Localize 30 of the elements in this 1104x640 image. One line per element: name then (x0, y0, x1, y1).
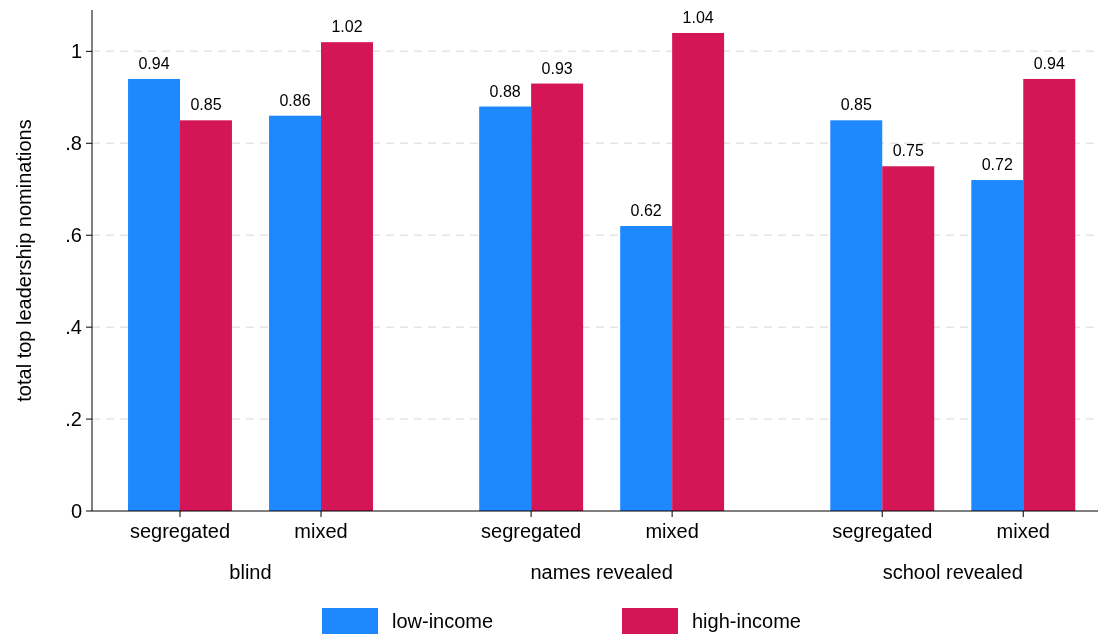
data-label: 1.04 (682, 8, 714, 26)
data-label: 0.85 (840, 96, 872, 114)
y-tick-label: .4 (65, 316, 82, 339)
data-label: 0.85 (190, 96, 222, 114)
data-label: 0.86 (279, 91, 311, 109)
text: names revealed (530, 561, 673, 583)
text: school revealed (882, 561, 1023, 583)
x-tick-label: segregated (832, 520, 933, 542)
x-tick-label: mixed (996, 520, 1050, 542)
legend-label: low-income (392, 610, 494, 632)
legend-label: high-income (692, 610, 801, 632)
x-tick-label: mixed (294, 520, 348, 542)
x-tick-label: segregated (481, 520, 582, 542)
y-tick-label: .6 (65, 224, 82, 247)
data-label: 0.62 (630, 202, 662, 220)
data-label: 0.72 (981, 156, 1013, 174)
data-label: 0.94 (1033, 54, 1065, 72)
y-axis-title: total top leadership nominations (13, 119, 35, 402)
y-tick-label: 1 (70, 40, 82, 63)
data-label: 0.94 (138, 54, 170, 72)
y-tick-label: .2 (65, 408, 82, 431)
y-tick-label: 0 (70, 500, 82, 522)
data-label: 0.93 (541, 59, 573, 77)
data-label: 0.75 (892, 142, 924, 160)
data-label: 0.88 (489, 82, 521, 100)
data-label: 1.02 (331, 18, 363, 36)
x-tick-label: mixed (645, 520, 699, 542)
y-tick-label: .8 (65, 132, 82, 155)
text: blind (229, 561, 272, 583)
x-tick-label: segregated (129, 520, 231, 542)
